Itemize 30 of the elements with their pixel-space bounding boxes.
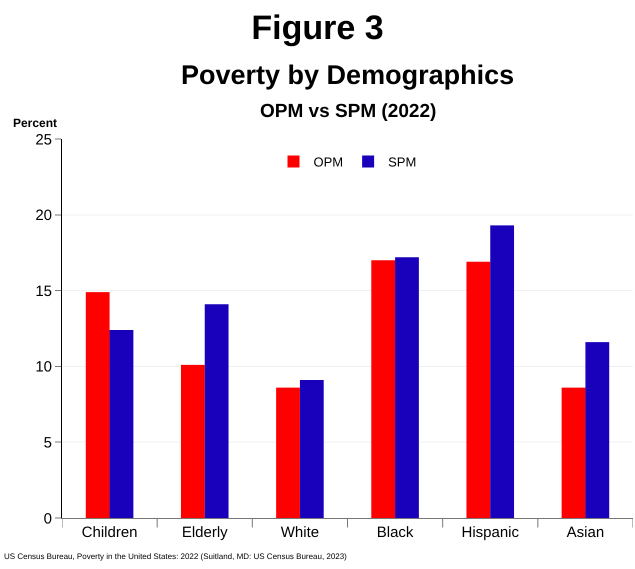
bar	[371, 260, 396, 518]
bar	[110, 330, 134, 518]
bar	[490, 225, 514, 518]
y-tick-label: 0	[44, 510, 52, 528]
legend-label: SPM	[388, 154, 416, 170]
bar	[562, 388, 586, 518]
x-tick-label: Black	[376, 524, 414, 541]
x-tick-label: Elderly	[182, 524, 228, 541]
bar	[276, 388, 300, 518]
legend-label: OPM	[314, 154, 344, 170]
bar	[86, 292, 110, 518]
chart-subtitle: Poverty by Demographics OPM vs SPM (2022)	[181, 60, 514, 122]
y-tick-label: 5	[44, 434, 52, 452]
bar	[180, 364, 205, 518]
y-tick-label: 15	[35, 282, 52, 300]
bar	[204, 304, 229, 518]
y-tick-label: 20	[35, 207, 52, 224]
bar	[300, 380, 324, 518]
x-tick-label: White	[280, 524, 320, 541]
bar	[585, 342, 610, 518]
x-tick-label: Children	[82, 524, 138, 541]
bar	[466, 262, 490, 518]
chart-title: Figure 3	[251, 8, 384, 47]
x-tick-label: Asian	[566, 524, 604, 541]
x-tick-label: Hispanic	[461, 524, 520, 541]
y-tick-label: 10	[35, 358, 52, 376]
y-axis-title: Percent	[13, 116, 58, 130]
bar	[395, 257, 419, 518]
y-tick-label: 25	[35, 131, 52, 148]
text: US Census Bureau, Poverty in the United States: 2022 (Suitland, MD: US Census Bureau, 2023)	[4, 552, 348, 561]
